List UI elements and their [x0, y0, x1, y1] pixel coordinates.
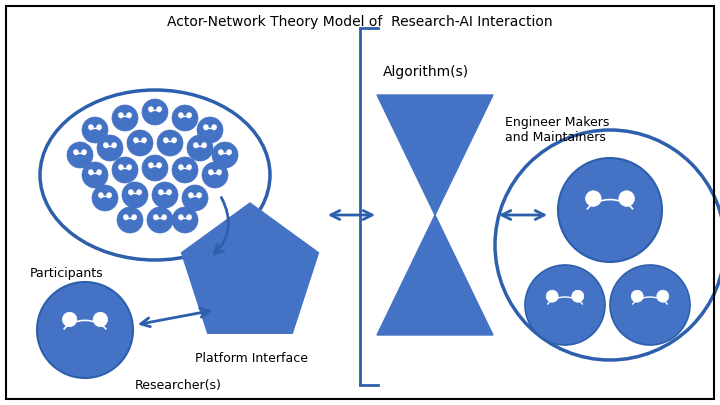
Circle shape	[218, 149, 223, 155]
Circle shape	[137, 190, 142, 195]
Circle shape	[188, 192, 194, 198]
Circle shape	[495, 130, 720, 360]
Circle shape	[89, 125, 94, 130]
Circle shape	[152, 182, 178, 208]
Circle shape	[558, 158, 662, 262]
Circle shape	[37, 282, 133, 378]
Circle shape	[193, 143, 199, 148]
Circle shape	[133, 138, 138, 143]
Circle shape	[631, 290, 643, 302]
Text: Engineer Makers
and Maintainers: Engineer Makers and Maintainers	[505, 116, 609, 144]
Circle shape	[197, 192, 202, 198]
Circle shape	[142, 99, 168, 125]
Circle shape	[202, 162, 228, 188]
Circle shape	[142, 138, 147, 143]
Circle shape	[657, 290, 669, 302]
Text: Actor-Network Theory Model of  Research-AI Interaction: Actor-Network Theory Model of Research-A…	[167, 15, 553, 29]
Circle shape	[172, 207, 198, 233]
Circle shape	[97, 135, 123, 161]
Circle shape	[112, 157, 138, 183]
Circle shape	[122, 182, 148, 208]
Circle shape	[92, 185, 118, 211]
Circle shape	[572, 290, 584, 302]
Circle shape	[182, 185, 208, 211]
Circle shape	[610, 265, 690, 345]
Circle shape	[619, 191, 634, 207]
Circle shape	[179, 164, 184, 170]
Circle shape	[112, 105, 138, 131]
Circle shape	[132, 215, 137, 220]
Circle shape	[158, 190, 163, 195]
Circle shape	[127, 130, 153, 156]
Circle shape	[156, 107, 162, 112]
Circle shape	[128, 190, 133, 195]
Circle shape	[202, 143, 207, 148]
Circle shape	[89, 170, 94, 175]
Polygon shape	[377, 215, 493, 335]
Circle shape	[187, 135, 213, 161]
Circle shape	[172, 105, 198, 131]
Circle shape	[82, 117, 108, 143]
Circle shape	[63, 312, 77, 327]
Circle shape	[148, 107, 153, 112]
Circle shape	[172, 157, 198, 183]
Circle shape	[525, 265, 605, 345]
Circle shape	[171, 138, 177, 143]
Circle shape	[142, 155, 168, 181]
Ellipse shape	[40, 90, 270, 260]
Circle shape	[93, 312, 107, 327]
Circle shape	[147, 207, 173, 233]
Circle shape	[117, 207, 143, 233]
Circle shape	[112, 143, 117, 148]
Circle shape	[118, 164, 123, 170]
Circle shape	[153, 215, 158, 220]
Circle shape	[186, 164, 192, 170]
Circle shape	[197, 117, 223, 143]
Circle shape	[163, 138, 168, 143]
Text: Platform Interface: Platform Interface	[195, 352, 308, 365]
Circle shape	[179, 215, 184, 220]
Circle shape	[166, 190, 172, 195]
Circle shape	[96, 125, 102, 130]
Circle shape	[118, 113, 123, 118]
Text: Researcher(s): Researcher(s)	[135, 379, 222, 392]
Circle shape	[208, 170, 213, 175]
Circle shape	[82, 162, 108, 188]
Circle shape	[148, 162, 153, 168]
Circle shape	[67, 142, 93, 168]
Circle shape	[73, 149, 78, 155]
Circle shape	[186, 215, 192, 220]
Circle shape	[203, 125, 209, 130]
Polygon shape	[181, 203, 318, 333]
Circle shape	[212, 125, 217, 130]
Circle shape	[161, 215, 167, 220]
Circle shape	[127, 164, 132, 170]
Circle shape	[103, 143, 109, 148]
Circle shape	[157, 130, 183, 156]
Circle shape	[123, 215, 128, 220]
Circle shape	[107, 192, 112, 198]
Circle shape	[179, 113, 184, 118]
Circle shape	[212, 142, 238, 168]
Text: Algorithm(s): Algorithm(s)	[383, 65, 469, 79]
Circle shape	[546, 290, 558, 302]
Circle shape	[81, 149, 86, 155]
Circle shape	[127, 113, 132, 118]
Circle shape	[186, 113, 192, 118]
Circle shape	[227, 149, 232, 155]
Polygon shape	[377, 95, 493, 215]
Text: Participants: Participants	[30, 266, 104, 279]
Circle shape	[96, 170, 102, 175]
Circle shape	[585, 191, 601, 207]
Circle shape	[217, 170, 222, 175]
Circle shape	[156, 162, 162, 168]
Circle shape	[98, 192, 104, 198]
